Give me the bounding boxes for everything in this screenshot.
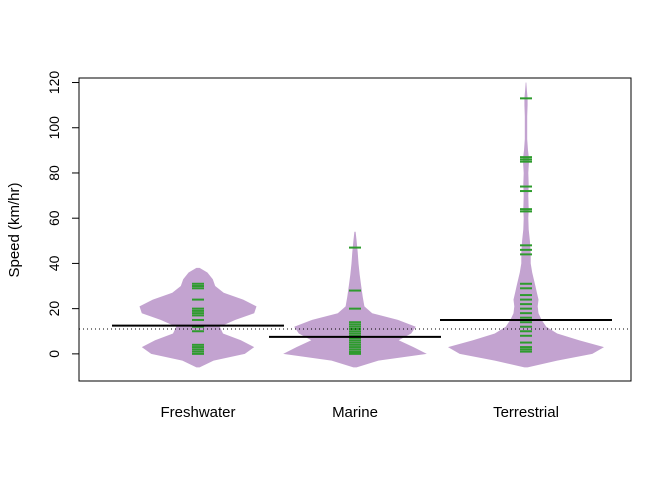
y-tick-label: 100 [46, 116, 62, 140]
y-tick-label: 20 [46, 301, 62, 317]
overlay-layer [79, 97, 631, 355]
beans-layer [139, 82, 604, 368]
y-axis: 0 20 40 60 80 100 120 [46, 71, 80, 358]
y-axis-title: Speed (km/hr) [6, 182, 23, 277]
y-tick-label: 80 [46, 165, 62, 181]
x-tick-label-terrestrial: Terrestrial [493, 404, 559, 421]
bean-marine [283, 231, 427, 368]
bean-freshwater [139, 267, 257, 368]
bean-terrestrial [448, 82, 604, 368]
y-tick-label: 40 [46, 255, 62, 271]
x-tick-label-freshwater: Freshwater [160, 404, 235, 421]
x-tick-label-marine: Marine [332, 404, 378, 421]
y-tick-label: 0 [46, 350, 62, 358]
x-axis: Freshwater Marine Terrestrial [160, 404, 558, 421]
y-tick-label: 120 [46, 71, 62, 95]
y-tick-label: 60 [46, 210, 62, 226]
